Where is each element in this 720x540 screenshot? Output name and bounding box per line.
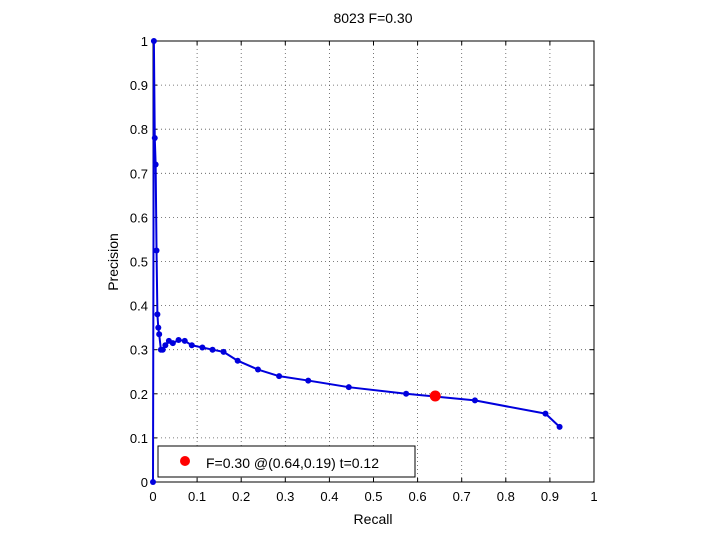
pr-curve-point bbox=[159, 346, 166, 353]
y-tick-label: 0.3 bbox=[130, 343, 148, 358]
pr-curve-point bbox=[162, 342, 169, 349]
axis-ticks: 0 0.1 0.2 0.3 0.4 0.5 0.6 0.7 0.8 0.9 1 0 0.1 0.2 0.3 0… bbox=[130, 34, 598, 504]
y-tick-label: 0.2 bbox=[130, 387, 148, 402]
pr-curve-line bbox=[152, 40, 561, 483]
x-tick-label: 1 bbox=[590, 489, 597, 504]
pr-curve-point bbox=[152, 161, 159, 168]
pr-curve-point bbox=[150, 479, 156, 485]
y-tick-label: 0 bbox=[141, 475, 148, 490]
pr-curve-point bbox=[471, 397, 478, 404]
chart-title: 8023 F=0.30 bbox=[333, 10, 412, 26]
legend-marker bbox=[180, 456, 190, 466]
x-tick-label: 0.7 bbox=[453, 489, 471, 504]
pr-curve-point bbox=[169, 340, 176, 347]
pr-curve-point bbox=[276, 373, 283, 380]
pr-curve-point bbox=[254, 366, 261, 373]
pr-curve-point bbox=[556, 423, 563, 430]
x-tick-label: 0.9 bbox=[541, 489, 559, 504]
pr-curve-point bbox=[209, 346, 216, 353]
grid bbox=[153, 41, 594, 482]
legend: F=0.30 @(0.64,0.19) t=0.12 bbox=[157, 445, 416, 478]
y-tick-label: 0.5 bbox=[130, 255, 148, 270]
legend-box bbox=[157, 445, 416, 478]
x-tick-label: 0.1 bbox=[188, 489, 206, 504]
pr-curve-point bbox=[403, 390, 410, 397]
y-tick-label: 0.6 bbox=[130, 210, 148, 225]
y-tick-label: 0.4 bbox=[130, 299, 148, 314]
pr-curve-point bbox=[156, 331, 163, 338]
x-tick-label: 0.8 bbox=[497, 489, 515, 504]
y-tick-label: 0.8 bbox=[130, 122, 148, 137]
pr-curve-point bbox=[199, 344, 206, 351]
pr-curve-point bbox=[154, 311, 161, 318]
y-tick-label: 1 bbox=[141, 34, 148, 49]
pr-curve bbox=[150, 38, 563, 485]
x-tick-label: 0.6 bbox=[409, 489, 427, 504]
pr-curve-point bbox=[305, 377, 312, 384]
pr-curve-point bbox=[345, 384, 352, 391]
x-tick-label: 0.4 bbox=[320, 489, 338, 504]
pr-curve-point bbox=[181, 337, 188, 344]
pr-curve-point bbox=[155, 324, 162, 331]
x-axis-label: Recall bbox=[354, 511, 393, 527]
x-tick-label: 0.3 bbox=[276, 489, 294, 504]
x-tick-label: 0 bbox=[149, 489, 156, 504]
y-tick-label: 0.1 bbox=[130, 431, 148, 446]
pr-curve-point bbox=[542, 410, 549, 417]
x-tick-label: 0.5 bbox=[364, 489, 382, 504]
pr-curve-point bbox=[151, 135, 158, 142]
y-tick-label: 0.9 bbox=[130, 78, 148, 93]
pr-curve-point bbox=[188, 342, 195, 349]
best-f-point bbox=[429, 390, 441, 402]
pr-curve-point bbox=[175, 336, 182, 343]
y-tick-label: 0.7 bbox=[130, 166, 148, 181]
legend-label: F=0.30 @(0.64,0.19) t=0.12 bbox=[206, 455, 379, 471]
pr-curve-point bbox=[234, 357, 241, 364]
pr-curve-point bbox=[220, 348, 227, 355]
pr-curve-point bbox=[150, 38, 157, 44]
x-tick-label: 0.2 bbox=[232, 489, 250, 504]
pr-curve-point bbox=[153, 247, 160, 254]
y-axis-label: Precision bbox=[105, 233, 121, 291]
